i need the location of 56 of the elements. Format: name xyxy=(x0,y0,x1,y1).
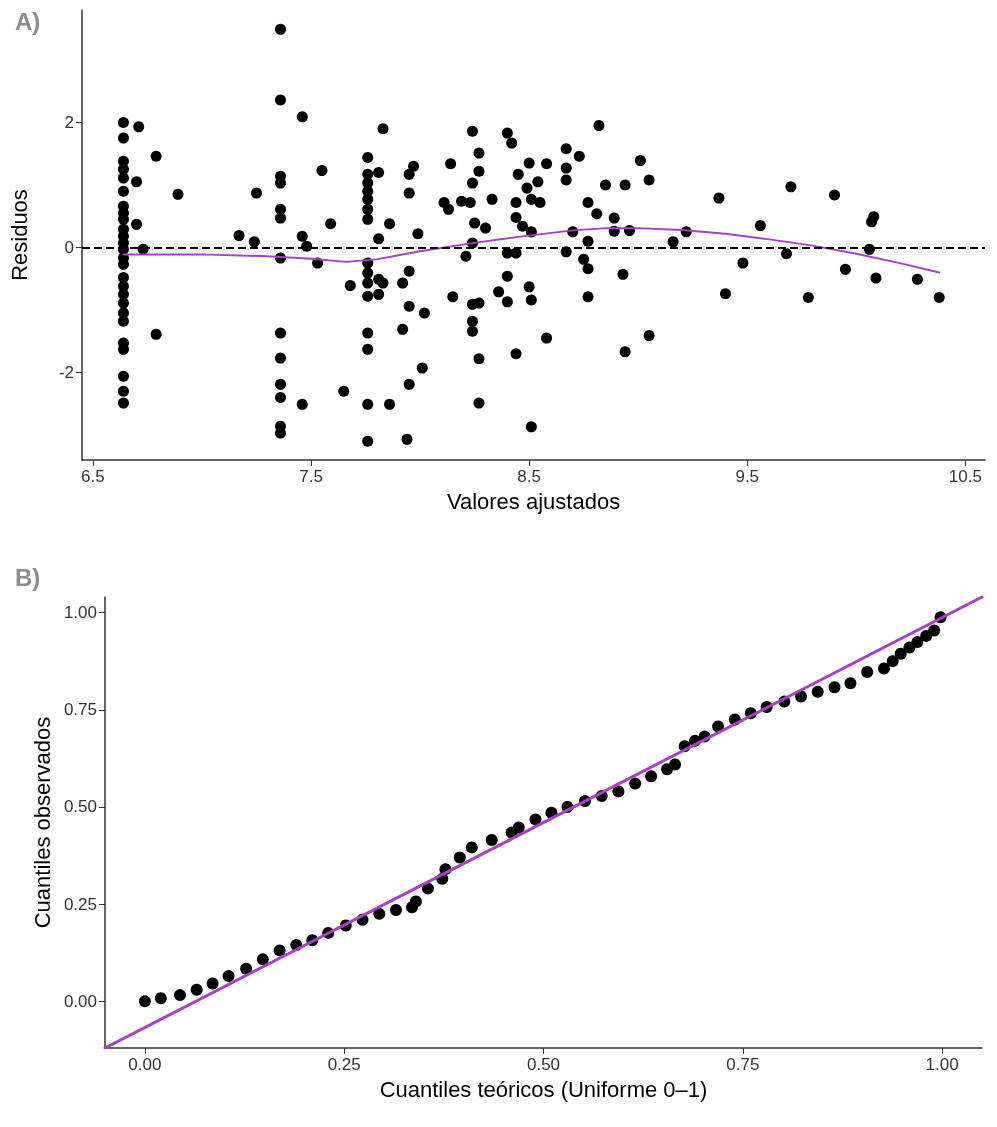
x-tick-label: 0.75 xyxy=(726,1055,760,1074)
point xyxy=(453,851,466,864)
x-tick-label: 8.5 xyxy=(517,467,541,486)
x-tick-label: 10.5 xyxy=(948,467,982,486)
point xyxy=(465,841,478,854)
point xyxy=(190,983,203,996)
chart-title: A) xyxy=(15,7,41,35)
x-tick-label: 6.5 xyxy=(81,467,105,486)
point xyxy=(485,834,498,846)
x-tick-label: 1.00 xyxy=(925,1055,959,1074)
point xyxy=(173,989,186,1002)
point xyxy=(911,636,924,649)
chart-title: B) xyxy=(15,563,41,591)
x-axis-title: Valores ajustados xyxy=(446,488,621,514)
y-axis-title: Cuantiles observados xyxy=(29,716,55,929)
point xyxy=(645,770,658,783)
y-tick-label: 0.50 xyxy=(63,797,97,817)
point xyxy=(811,685,824,698)
x-tick-label: 9.5 xyxy=(735,467,760,486)
y-tick-label: 0 xyxy=(64,238,74,257)
point xyxy=(512,821,525,834)
x-tick-label: 0.00 xyxy=(128,1055,162,1074)
point xyxy=(629,777,642,790)
y-tick-label: 0.00 xyxy=(63,991,97,1011)
point xyxy=(409,895,422,908)
y-tick-label: 1.00 xyxy=(63,603,97,623)
point xyxy=(273,944,286,957)
y-axis-title: Residuos xyxy=(6,189,32,281)
point xyxy=(373,907,386,920)
point xyxy=(206,977,219,990)
point xyxy=(844,677,857,690)
y-tick-label: 0.25 xyxy=(63,894,97,914)
point xyxy=(529,813,542,826)
point xyxy=(928,624,941,637)
point xyxy=(920,629,933,642)
x-tick-label: 0.50 xyxy=(526,1055,561,1074)
point xyxy=(828,681,841,694)
point xyxy=(138,995,151,1008)
x-tick-label: 7.5 xyxy=(299,467,323,486)
y-tick-label: -2 xyxy=(58,363,74,382)
point xyxy=(894,647,907,660)
y-tick-label: 2 xyxy=(64,113,74,132)
point xyxy=(390,903,402,916)
point xyxy=(612,785,625,798)
y-tick-label: 0.75 xyxy=(63,700,97,720)
x-axis-title: Cuantiles teóricos (Uniforme 0–1) xyxy=(379,1076,708,1102)
point xyxy=(886,655,899,668)
point xyxy=(669,758,682,771)
point xyxy=(421,882,434,895)
point xyxy=(222,970,235,983)
x-tick-label: 0.25 xyxy=(327,1055,361,1074)
point xyxy=(256,953,269,966)
point xyxy=(240,962,253,975)
point xyxy=(861,666,874,679)
point xyxy=(154,992,167,1005)
point xyxy=(877,662,890,675)
